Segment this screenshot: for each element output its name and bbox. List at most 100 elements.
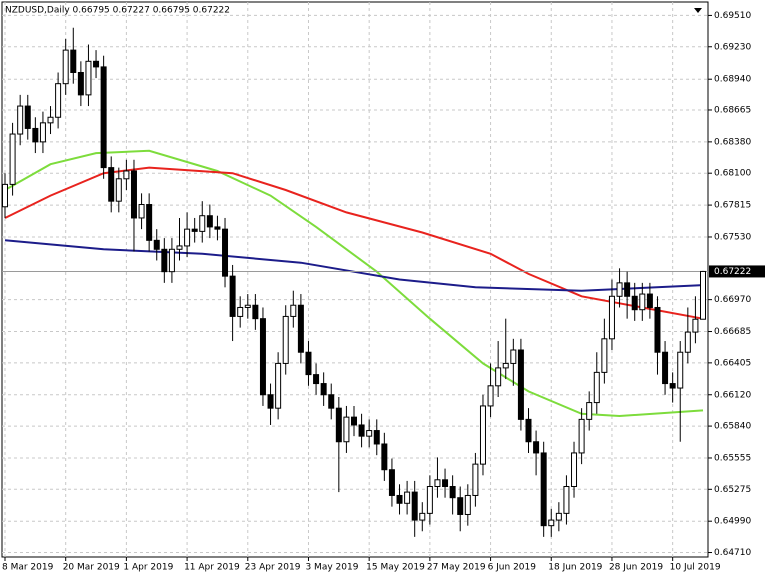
candle-body: [70, 49, 77, 73]
candle-body: [495, 367, 502, 387]
candle-body: [396, 494, 403, 504]
candle-body: [17, 105, 24, 135]
candle-body: [335, 407, 342, 443]
candle-body: [62, 49, 69, 85]
candle-body: [237, 306, 244, 317]
y-tick-label: 0.65275: [714, 485, 751, 495]
candle-body: [138, 204, 145, 219]
x-tick-label: 3 May 2019: [305, 563, 358, 573]
candle-body: [146, 204, 153, 241]
axes: 0.69510 0.69230 0.68940 0.68665 0.68380 0.681…: [2, 11, 765, 573]
candle-body: [153, 239, 160, 250]
candle-body: [184, 228, 191, 247]
candle-body: [677, 351, 684, 389]
y-tick-label: 0.69230: [714, 42, 751, 52]
candle-body: [47, 116, 54, 124]
price-label: 0.67222: [714, 267, 751, 277]
candle-body: [639, 293, 646, 311]
candle-body: [343, 416, 350, 443]
candle-body: [616, 282, 623, 297]
chart-title: NZDUSD,Daily 0.66795 0.67227 0.66795 0.6…: [5, 6, 230, 16]
candle-body: [487, 385, 494, 407]
candle-body: [229, 275, 236, 317]
x-tick-label: 1 Apr 2019: [123, 563, 173, 573]
candle-body: [214, 226, 221, 230]
y-tick-label: 0.68665: [714, 105, 751, 115]
candle-body: [555, 512, 562, 521]
y-tick-label: 0.68940: [714, 75, 751, 85]
candle-body: [176, 245, 183, 250]
candle-body: [267, 394, 274, 409]
marks: [2, 27, 708, 537]
candle-body: [517, 349, 524, 420]
candle-body: [692, 318, 699, 333]
y-tick-label: 0.64710: [714, 548, 751, 558]
candle-body: [199, 215, 206, 232]
candle-body: [472, 463, 479, 496]
candle-body: [578, 418, 585, 454]
x-tick-label: 10 Jul 2019: [670, 563, 721, 573]
scroll-arrow: [694, 8, 702, 13]
candle-body: [654, 306, 661, 353]
candle-body: [206, 215, 213, 228]
y-tick-label: 0.66970: [714, 295, 751, 305]
candle-body: [373, 430, 380, 445]
candle-body: [669, 383, 676, 389]
candle-body: [548, 519, 555, 527]
y-tick-label: 0.64990: [714, 517, 751, 527]
candle-body: [305, 351, 312, 376]
x-tick-label: 8 Mar 2019: [2, 563, 54, 573]
candle-body: [457, 497, 464, 515]
candle-body: [608, 295, 615, 340]
candle-body: [366, 430, 373, 437]
candle-body: [662, 351, 669, 385]
candle-body: [275, 362, 282, 409]
candle-body: [123, 170, 130, 180]
candle-body: [381, 443, 388, 471]
y-tick-label: 0.68100: [714, 169, 751, 179]
candle-body: [646, 293, 653, 308]
candle-body: [404, 491, 411, 504]
candle-body: [313, 374, 320, 385]
candle-body: [563, 486, 570, 514]
candle-body: [442, 479, 449, 488]
candle-body: [571, 452, 578, 488]
x-tick-label: 18 Jun 2019: [548, 563, 602, 573]
candle-body: [191, 228, 198, 232]
candle-body: [434, 479, 441, 488]
candle-body: [426, 486, 433, 514]
grid: [2, 2, 708, 557]
candle-body: [351, 416, 357, 426]
y-tick-label: 0.67530: [714, 232, 751, 242]
candle-body: [419, 512, 426, 521]
price-label-box: [709, 265, 765, 278]
candle-body: [586, 402, 593, 420]
candle-body: [259, 318, 266, 396]
candle-body: [631, 295, 638, 311]
candle-body: [601, 338, 608, 373]
candle-body: [533, 441, 540, 454]
x-tick-label: 11 Apr 2019: [184, 563, 240, 573]
candle-body: [449, 486, 456, 499]
candle-body: [700, 270, 706, 320]
y-tick-label: 0.65555: [714, 453, 751, 463]
candle-body: [411, 491, 418, 521]
candle-body: [502, 362, 509, 369]
candle-body: [244, 304, 251, 308]
y-tick-label: 0.66685: [714, 327, 751, 337]
candle-body: [328, 394, 335, 409]
candle-body: [358, 424, 365, 437]
candle-body: [388, 469, 395, 496]
candle-body: [32, 127, 39, 143]
candle-body: [2, 183, 8, 208]
candle-body: [100, 66, 107, 169]
candle-body: [39, 122, 46, 143]
candle-body: [624, 282, 631, 297]
candle-body: [115, 178, 122, 202]
y-tick-label: 0.65840: [714, 422, 751, 432]
y-tick-label: 0.69510: [714, 11, 751, 21]
candle-body: [168, 248, 175, 273]
x-tick-label: 23 Apr 2019: [245, 563, 301, 573]
candle-body: [130, 170, 137, 219]
